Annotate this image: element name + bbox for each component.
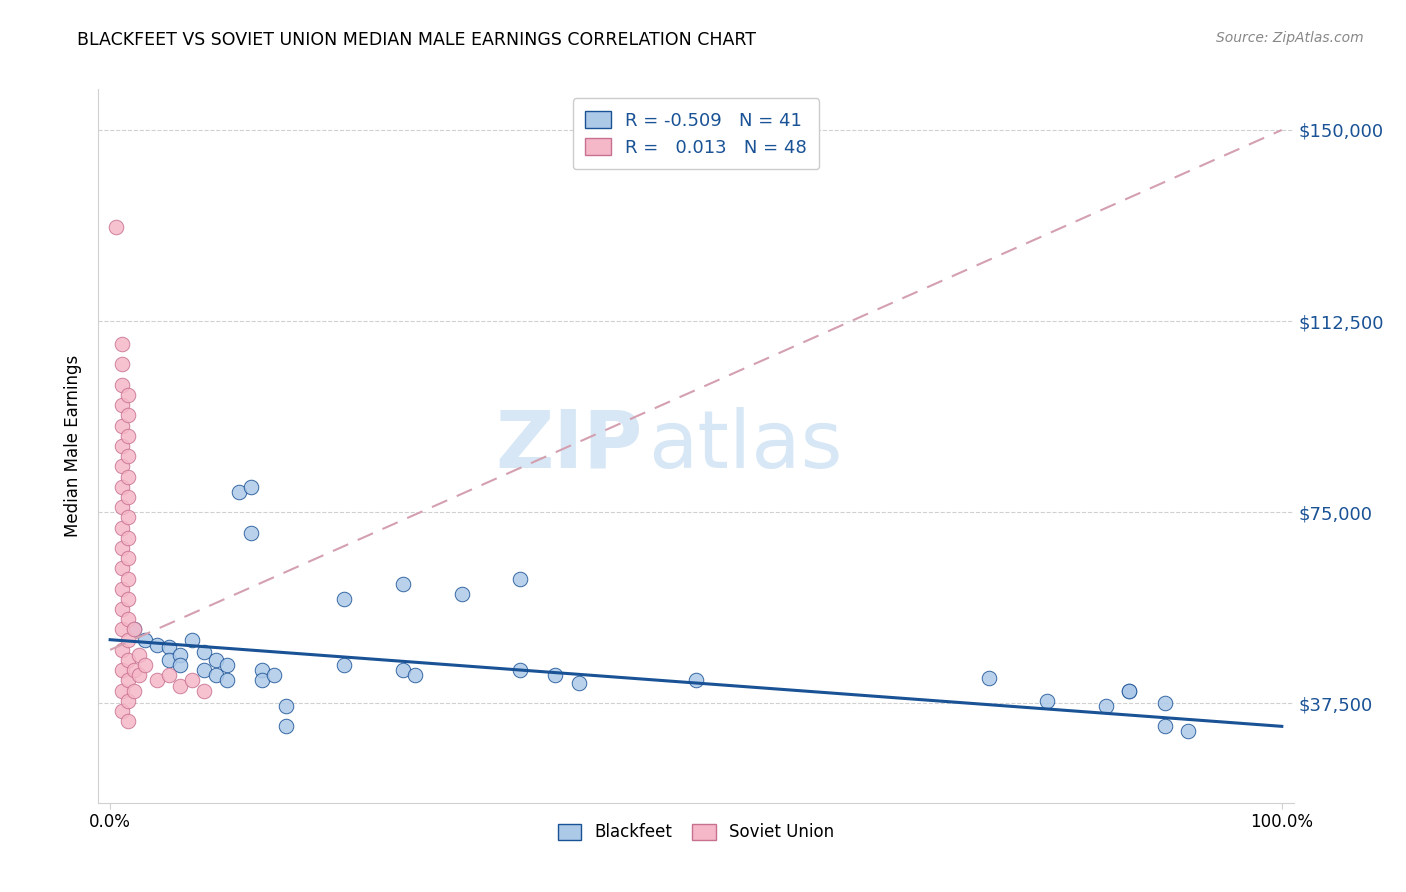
Point	[333, 658, 356, 673]
Point	[117, 551, 139, 566]
Point	[252, 673, 274, 688]
Point	[111, 663, 134, 677]
Point	[111, 398, 134, 412]
Point	[111, 643, 134, 657]
Text: BLACKFEET VS SOVIET UNION MEDIAN MALE EARNINGS CORRELATION CHART: BLACKFEET VS SOVIET UNION MEDIAN MALE EA…	[77, 31, 756, 49]
Point	[117, 714, 139, 729]
Point	[117, 449, 139, 463]
Point	[117, 388, 139, 402]
Point	[111, 480, 134, 494]
Point	[169, 648, 191, 662]
Point	[111, 561, 134, 575]
Point	[169, 658, 191, 673]
Point	[122, 623, 145, 637]
Point	[392, 576, 415, 591]
Point	[263, 668, 285, 682]
Point	[111, 683, 134, 698]
Point	[111, 623, 134, 637]
Point	[977, 671, 1000, 685]
Legend: Blackfeet, Soviet Union: Blackfeet, Soviet Union	[551, 817, 841, 848]
Point	[181, 632, 204, 647]
Point	[1177, 724, 1199, 739]
Point	[111, 439, 134, 453]
Point	[111, 377, 134, 392]
Point	[333, 591, 356, 606]
Point	[122, 683, 145, 698]
Point	[204, 653, 226, 667]
Text: ZIP: ZIP	[495, 407, 643, 485]
Point	[193, 663, 215, 677]
Point	[228, 484, 250, 499]
Point	[111, 358, 134, 372]
Point	[509, 663, 531, 677]
Point	[157, 653, 180, 667]
Point	[193, 645, 215, 659]
Point	[1095, 698, 1118, 713]
Point	[111, 337, 134, 351]
Point	[544, 668, 567, 682]
Point	[117, 490, 139, 504]
Point	[274, 698, 297, 713]
Point	[1118, 683, 1140, 698]
Point	[146, 673, 169, 688]
Point	[117, 673, 139, 688]
Point	[111, 520, 134, 534]
Y-axis label: Median Male Earnings: Median Male Earnings	[65, 355, 83, 537]
Point	[450, 587, 472, 601]
Point	[252, 663, 274, 677]
Point	[217, 673, 239, 688]
Point	[239, 525, 262, 540]
Point	[157, 668, 180, 682]
Point	[117, 531, 139, 545]
Point	[117, 429, 139, 443]
Point	[1036, 694, 1059, 708]
Point	[117, 612, 139, 626]
Point	[128, 668, 150, 682]
Point	[1118, 683, 1140, 698]
Text: Source: ZipAtlas.com: Source: ZipAtlas.com	[1216, 31, 1364, 45]
Point	[181, 673, 204, 688]
Point	[117, 572, 139, 586]
Point	[193, 683, 215, 698]
Point	[111, 704, 134, 718]
Point	[117, 469, 139, 483]
Text: atlas: atlas	[648, 407, 842, 485]
Point	[404, 668, 426, 682]
Point	[105, 219, 128, 234]
Point	[117, 653, 139, 667]
Point	[122, 623, 145, 637]
Point	[117, 510, 139, 524]
Point	[134, 658, 156, 673]
Point	[568, 676, 591, 690]
Point	[111, 582, 134, 596]
Point	[1153, 697, 1175, 711]
Point	[117, 409, 139, 423]
Point	[146, 638, 169, 652]
Point	[239, 480, 262, 494]
Point	[169, 679, 191, 693]
Point	[122, 663, 145, 677]
Point	[1153, 719, 1175, 733]
Point	[117, 591, 139, 606]
Point	[685, 673, 707, 688]
Point	[111, 418, 134, 433]
Point	[204, 668, 226, 682]
Point	[217, 658, 239, 673]
Point	[134, 632, 156, 647]
Point	[111, 602, 134, 616]
Point	[117, 694, 139, 708]
Point	[111, 541, 134, 555]
Point	[111, 459, 134, 474]
Point	[117, 632, 139, 647]
Point	[392, 663, 415, 677]
Point	[111, 500, 134, 515]
Point	[274, 719, 297, 733]
Point	[157, 640, 180, 655]
Point	[509, 572, 531, 586]
Point	[128, 648, 150, 662]
